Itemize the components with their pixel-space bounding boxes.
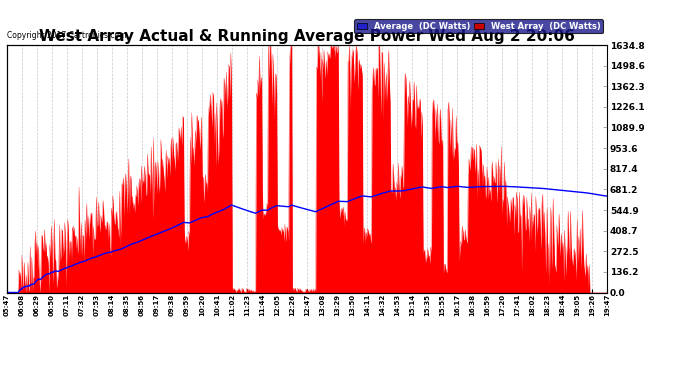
Legend: Average  (DC Watts), West Array  (DC Watts): Average (DC Watts), West Array (DC Watts… <box>355 20 603 33</box>
Text: Copyright 2017 Cartronics.com: Copyright 2017 Cartronics.com <box>7 31 126 40</box>
Title: West Array Actual & Running Average Power Wed Aug 2 20:06: West Array Actual & Running Average Powe… <box>39 29 575 44</box>
